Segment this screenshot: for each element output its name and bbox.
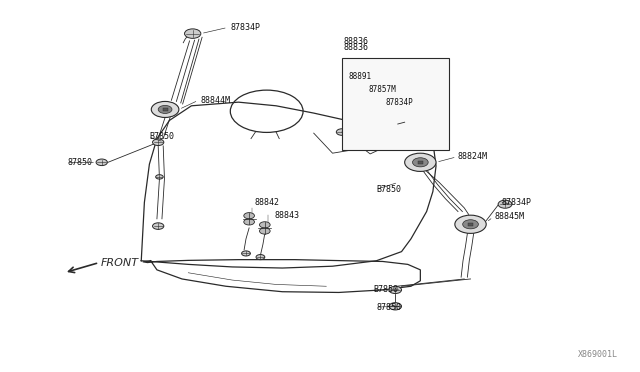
- Circle shape: [389, 286, 401, 294]
- Text: 88824M: 88824M: [458, 153, 488, 161]
- Circle shape: [244, 213, 255, 219]
- Circle shape: [498, 200, 512, 208]
- Circle shape: [455, 215, 486, 233]
- Circle shape: [404, 153, 436, 171]
- Bar: [163, 108, 168, 111]
- Text: 87857M: 87857M: [368, 85, 396, 94]
- Circle shape: [336, 129, 348, 135]
- Circle shape: [184, 29, 201, 38]
- Circle shape: [349, 108, 374, 122]
- Text: FRONT: FRONT: [100, 258, 138, 268]
- Circle shape: [413, 158, 428, 167]
- Circle shape: [242, 251, 250, 256]
- Circle shape: [356, 111, 368, 119]
- Text: 87834P: 87834P: [231, 23, 261, 32]
- Text: 87850: 87850: [376, 302, 401, 311]
- Text: 87834P: 87834P: [502, 198, 532, 207]
- Circle shape: [389, 303, 401, 310]
- Circle shape: [387, 121, 398, 127]
- Circle shape: [244, 219, 255, 225]
- Circle shape: [152, 139, 164, 145]
- Circle shape: [463, 220, 478, 229]
- Circle shape: [404, 119, 417, 126]
- Text: B7850: B7850: [149, 132, 175, 141]
- Circle shape: [259, 228, 270, 234]
- Circle shape: [256, 254, 265, 260]
- Text: 88843: 88843: [275, 211, 300, 219]
- Text: 88845M: 88845M: [494, 212, 524, 221]
- Bar: [342, 58, 449, 150]
- Text: B7850: B7850: [373, 285, 398, 294]
- Text: 88842: 88842: [254, 198, 279, 207]
- Text: 88891: 88891: [348, 72, 371, 81]
- Bar: [417, 161, 423, 164]
- Text: 87850: 87850: [68, 158, 93, 167]
- Text: B7850: B7850: [376, 185, 401, 194]
- Text: 88836: 88836: [343, 44, 368, 52]
- Circle shape: [158, 105, 172, 113]
- Text: 88836: 88836: [344, 38, 369, 46]
- Text: X869001L: X869001L: [578, 350, 618, 359]
- Circle shape: [152, 223, 164, 230]
- Circle shape: [259, 222, 270, 228]
- Bar: [360, 113, 364, 116]
- Text: 88844M: 88844M: [201, 96, 231, 105]
- Circle shape: [156, 175, 163, 179]
- Circle shape: [96, 159, 108, 166]
- Text: 87834P: 87834P: [386, 98, 413, 107]
- Bar: [468, 222, 474, 226]
- Circle shape: [151, 102, 179, 118]
